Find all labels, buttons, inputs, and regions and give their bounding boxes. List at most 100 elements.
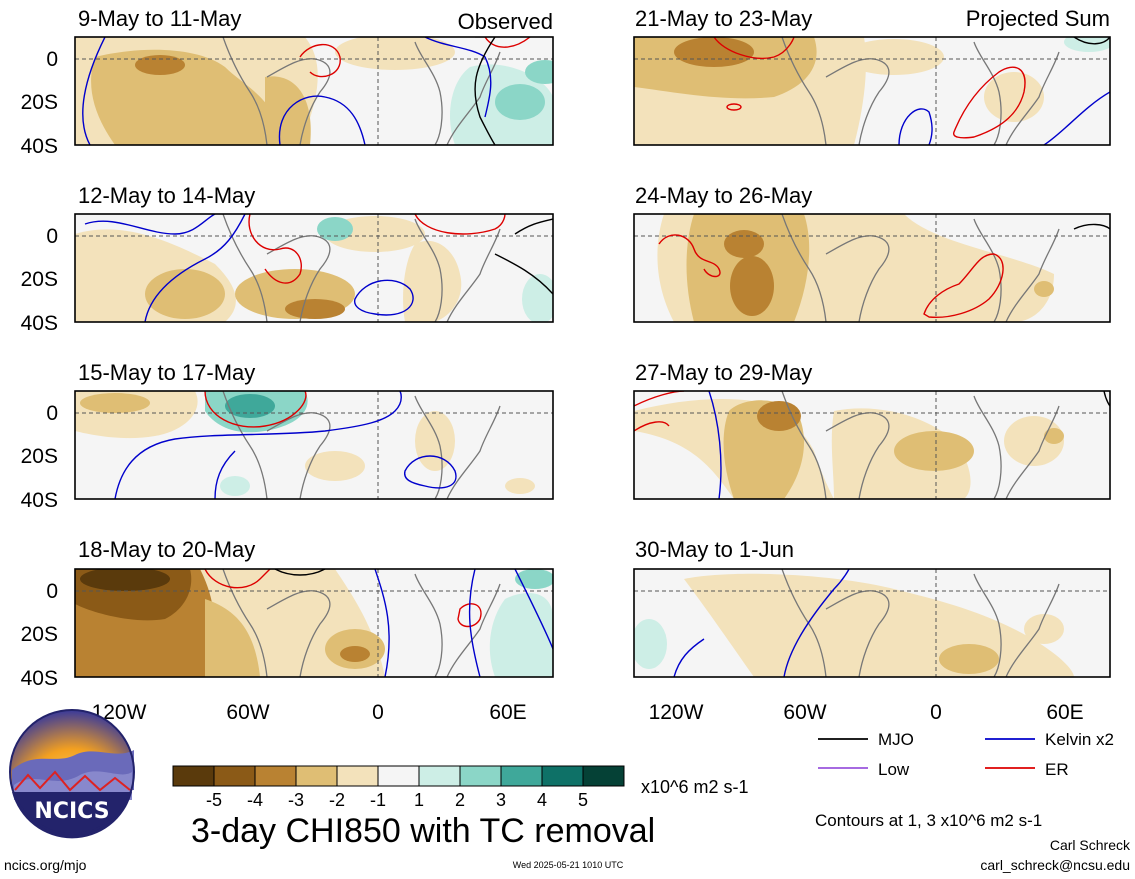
colorbar-swatch [213,765,256,787]
anomaly-fill [80,393,150,413]
anomaly-fill [674,37,754,67]
mjo-contour [474,37,496,145]
legend-label-low: Low [878,760,910,779]
lon-labels: 120W 60W 0 60E 120W 60W 0 60E [92,701,1084,724]
lon-label-60w: 60W [783,701,826,724]
lat-label-20s: 20S [21,268,58,291]
mjo-contour [274,569,326,576]
footer-email: carl_schreck@ncsu.edu [980,857,1130,873]
map-panel-1 [74,36,554,146]
anomaly-fill [80,569,170,591]
anomaly-fill [495,84,545,120]
kelvin-contour [468,569,481,677]
anomaly-fill [1034,281,1054,297]
map-panel-3 [74,390,554,500]
kelvin-contour [424,37,492,118]
er-contour [658,234,721,278]
coastline [781,214,1060,322]
colorbar: -5 -4 -3 -2 -1 1 2 3 4 5 [172,765,625,810]
colorbar-swatch [459,765,502,787]
lat-label-20s: 20S [21,91,58,114]
legend-label-er: ER [1045,760,1069,779]
er-contour [484,37,531,48]
panel-1-title: 9-May to 11-May [78,6,241,31]
colorbar-swatch [172,765,215,787]
panel-1-label: Observed [458,9,553,34]
colorbar-swatch [377,765,420,787]
lat-label-0: 0 [46,402,58,425]
lon-label-0: 0 [372,701,384,724]
logo-text: NCICS [34,799,109,824]
legend-label-kelvin: Kelvin x2 [1045,730,1114,749]
kelvin-contour [1043,91,1110,145]
panel-5-label: Projected Sum [966,6,1110,31]
panel-4-title: 18-May to 20-May [78,537,255,562]
er-contour [952,66,1026,139]
ncics-logo: NCICS [9,709,135,839]
lat-label-20s: 20S [21,445,58,468]
coastline [781,569,1060,677]
footer-timestamp: Wed 2025-05-21 1010 UTC [513,860,624,870]
anomaly-fill [305,451,365,481]
colorbar-swatch [500,765,543,787]
anomaly-fill [145,269,225,319]
er-contour [713,37,795,59]
lat-label-40s: 40S [21,312,58,335]
contours-note: Contours at 1, 3 x10^6 m2 s-1 [815,811,1042,830]
anomaly-fill [91,49,285,145]
anomaly-fill [939,644,999,674]
map-panel-4 [74,568,554,678]
lat-label-0: 0 [46,48,58,71]
map-panel-2 [74,213,554,323]
anomaly-fill [634,619,667,669]
er-contour [299,43,341,78]
coastline [781,37,1060,145]
panel-7-title: 27-May to 29-May [635,360,812,385]
kelvin-contour [783,569,850,677]
colorbar-swatch [336,765,379,787]
colorbar-swatch [541,765,584,787]
er-contour [414,214,506,235]
panel-3-title: 15-May to 17-May [78,360,255,385]
anomaly-fill [894,431,974,471]
kelvin-contour [353,279,414,316]
lat-labels: 0 20S 40S 0 20S 40S 0 20S 40S 0 20S 40S [21,48,58,690]
lon-label-60e: 60E [1046,701,1083,724]
kelvin-contour [84,214,216,235]
kelvin-contour [144,214,246,322]
footer-author: Carl Schreck [1050,837,1131,853]
mjo-contour [1073,223,1110,230]
map-panel-5 [633,36,1111,146]
colorbar-swatch [418,765,461,787]
colorbar-label: -1 [370,790,386,810]
anomaly-fill [415,411,455,471]
mjo-contour [514,218,553,235]
lat-label-20s: 20S [21,623,58,646]
kelvin-contour [403,455,457,489]
anomaly-fill [285,299,345,319]
lon-label-120w: 120W [92,701,147,724]
lat-label-0: 0 [46,225,58,248]
anomaly-fill [340,646,370,662]
colorbar-label: 5 [578,790,588,810]
panel-5-title: 21-May to 23-May [635,6,812,31]
colorbar-swatch [582,765,625,787]
kelvin-contour [278,95,366,145]
kelvin-contour [898,108,933,145]
lon-label-60w: 60W [226,701,269,724]
anomaly-fill [844,39,944,75]
anomaly-fill [1024,614,1064,644]
lat-label-40s: 40S [21,667,58,690]
anomaly-fill [505,478,535,494]
colorbar-label: -5 [206,790,222,810]
legend: MJO Kelvin x2 Low ER Contours at 1, 3 x1… [815,730,1114,830]
coastline [781,391,1060,499]
coastline [222,214,501,322]
er-contour [248,214,302,284]
anomaly-fill [1044,428,1064,444]
er-contour [634,421,670,432]
panel-2-title: 12-May to 14-May [78,183,255,208]
colorbar-swatch [254,765,297,787]
map-panel-7 [633,390,1111,500]
anomaly-fill [205,599,260,677]
